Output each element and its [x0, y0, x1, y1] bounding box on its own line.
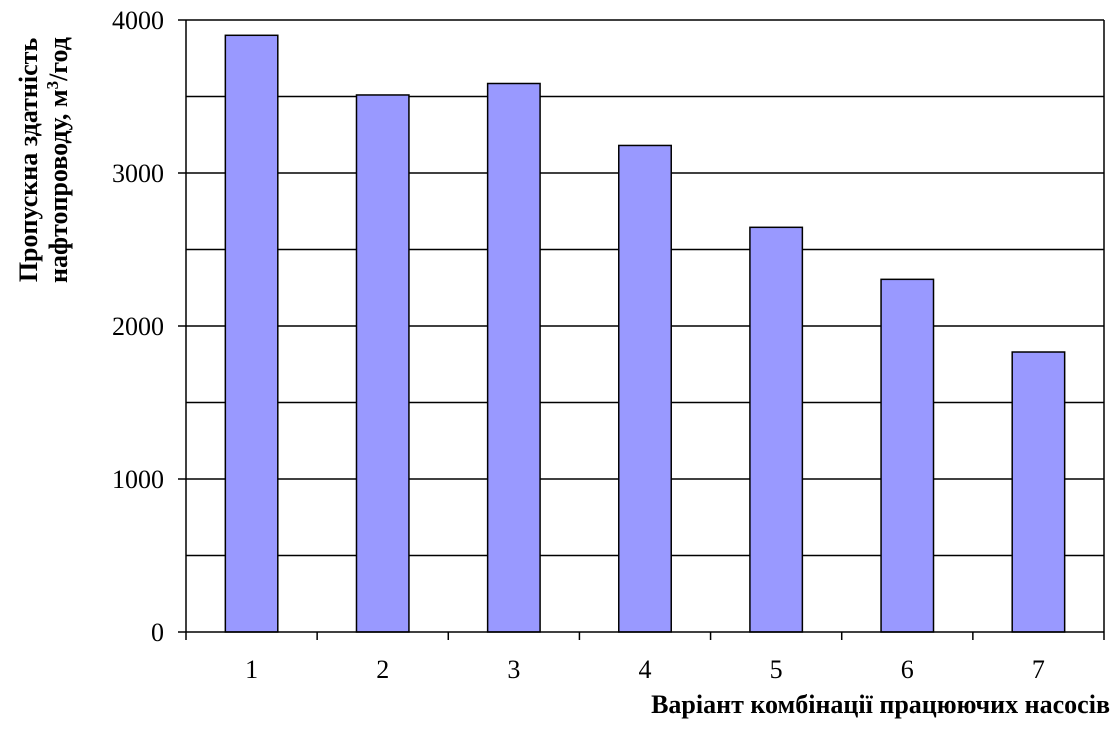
y-axis-unit-suffix: /год — [44, 37, 73, 82]
axes — [178, 19, 1105, 640]
x-tick-label: 1 — [245, 655, 258, 684]
x-tick-label: 7 — [1032, 655, 1045, 684]
y-tick-label: 2000 — [112, 312, 164, 341]
y-tick-label: 3000 — [112, 159, 164, 188]
bar-5 — [749, 226, 804, 633]
x-tick-label: 2 — [376, 655, 389, 684]
bars — [224, 34, 1066, 633]
x-axis-title: Варіант комбінації працюючих насосів — [651, 690, 1110, 719]
y-axis-unit-prefix: нафтопроводу, м — [44, 89, 73, 283]
bar-1 — [224, 34, 279, 633]
y-axis-unit-superscript: 3 — [43, 81, 62, 90]
bar-4 — [618, 144, 672, 633]
tick-labels: 0 1000 2000 3000 4000 1 2 3 4 5 6 7 — [112, 6, 1045, 684]
bar-7 — [1011, 351, 1066, 633]
x-tick-label: 6 — [901, 655, 914, 684]
bar-6 — [880, 278, 935, 633]
y-tick-label: 4000 — [112, 6, 164, 35]
y-tick-label: 0 — [151, 618, 164, 647]
x-tick-label: 3 — [507, 655, 520, 684]
bar-2 — [355, 94, 410, 633]
y-tick-label: 1000 — [112, 465, 164, 494]
x-tick-label: 5 — [770, 655, 783, 684]
y-axis-title: Пропускна здатність — [14, 38, 43, 283]
bar-3 — [486, 82, 541, 633]
x-tick-label: 4 — [639, 655, 652, 684]
y-axis-subtitle: нафтопроводу, м3/год — [43, 37, 73, 283]
